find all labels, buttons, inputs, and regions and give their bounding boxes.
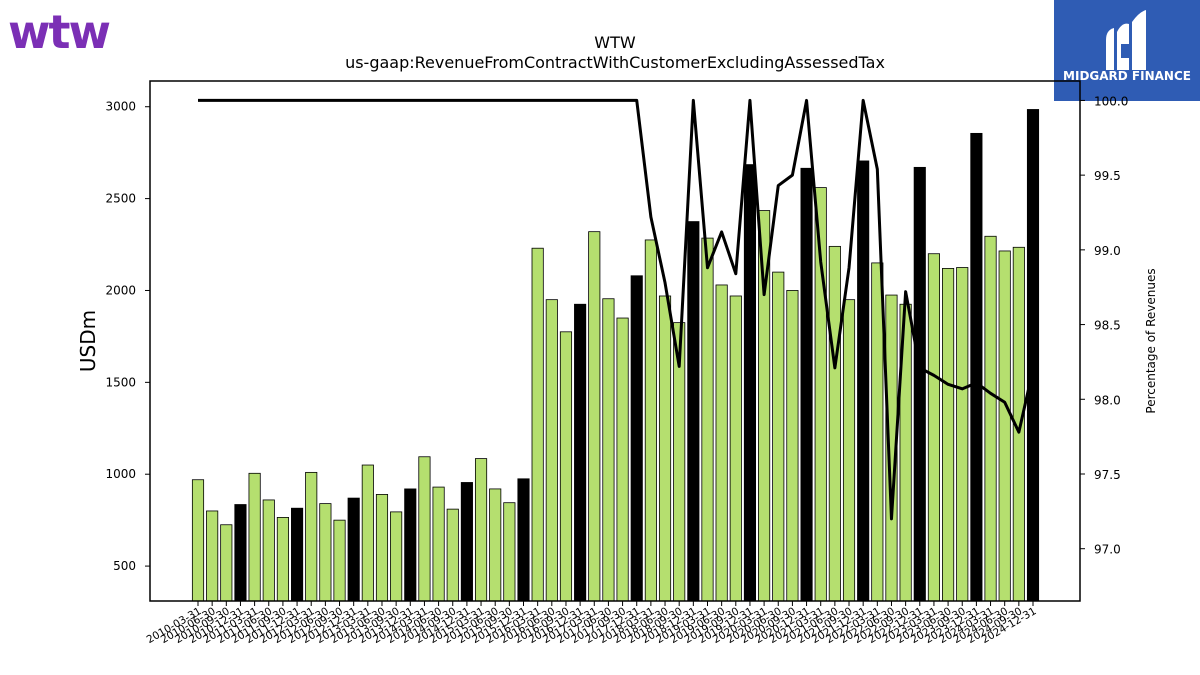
- bar: [871, 262, 884, 602]
- bar: [1026, 109, 1040, 602]
- bar: [446, 508, 459, 602]
- bar: [842, 299, 856, 602]
- bar: [630, 275, 643, 602]
- bar: [234, 504, 247, 602]
- bar: [772, 271, 785, 602]
- bar: [956, 267, 969, 602]
- bar: [658, 295, 672, 602]
- bar: [715, 284, 728, 602]
- bar: [206, 510, 219, 602]
- bar: [276, 517, 289, 602]
- bar: [333, 519, 346, 602]
- bar: [998, 250, 1011, 602]
- bar: [984, 235, 997, 602]
- y2-tick-label: 99.5: [1094, 169, 1121, 183]
- bar: [786, 290, 799, 602]
- bar: [220, 524, 233, 602]
- midgard-finance-text: MIDGARD FINANCE: [1063, 69, 1191, 83]
- chart-title: WTW: [594, 33, 636, 52]
- bar: [503, 502, 516, 602]
- bar-series: [191, 109, 1040, 602]
- y2-tick-label: 98.0: [1094, 393, 1121, 407]
- plot-frame: [149, 80, 1081, 602]
- bar: [531, 247, 544, 602]
- bar: [432, 486, 445, 602]
- bar: [942, 268, 955, 602]
- bar: [248, 472, 261, 602]
- y2-tick-label: 97.0: [1094, 543, 1121, 557]
- y-tick-label: 2500: [105, 192, 136, 206]
- midgard-m-icon: [1106, 10, 1146, 70]
- bar: [574, 303, 587, 602]
- bar: [545, 299, 558, 602]
- midgard-finance-logo: MIDGARD FINANCE: [1054, 0, 1200, 101]
- wtw-logo: wtw: [8, 5, 109, 59]
- y2-tick-label: 98.5: [1094, 319, 1121, 333]
- bar: [701, 237, 714, 602]
- chart-subtitle: us-gaap:RevenueFromContractWithCustomerE…: [345, 53, 885, 72]
- y-tick-label: 1500: [105, 375, 136, 389]
- bar: [828, 245, 841, 602]
- bar: [729, 295, 742, 602]
- bar: [489, 488, 502, 602]
- bar: [375, 494, 389, 602]
- bar: [191, 479, 205, 602]
- y-tick-label: 3000: [105, 100, 136, 114]
- bar: [347, 497, 360, 602]
- y-tick-label: 1000: [105, 467, 136, 481]
- bar: [588, 231, 601, 602]
- bar: [687, 221, 700, 602]
- bar: [291, 507, 304, 602]
- bar: [927, 253, 940, 602]
- axes: 500 1000 1500 2000 2500 3000 97.0 97.5 98.0 98.5 9…: [105, 80, 1128, 646]
- bar: [616, 317, 629, 602]
- bar: [319, 503, 332, 602]
- bar: [390, 511, 403, 602]
- y2-tick-label: 97.5: [1094, 468, 1121, 482]
- y2-axis-label: Percentage of Revenues: [1144, 268, 1158, 413]
- y-tick-label: 500: [113, 559, 136, 573]
- y2-tick-label: 99.0: [1094, 244, 1121, 258]
- bar: [460, 482, 473, 602]
- bar: [857, 160, 870, 602]
- bar: [913, 166, 926, 602]
- bar: [404, 488, 417, 602]
- bar: [262, 499, 275, 602]
- bar: [559, 331, 573, 602]
- bar: [644, 239, 657, 602]
- bar: [602, 298, 615, 602]
- bar: [474, 458, 488, 602]
- y-axis-label: USDm: [76, 310, 100, 372]
- bar: [517, 478, 530, 602]
- bar: [418, 456, 431, 602]
- bar: [970, 132, 983, 602]
- line-series: [198, 98, 1035, 521]
- bar: [305, 471, 318, 602]
- bar: [800, 167, 813, 602]
- y2-tick-label: 100.0: [1094, 94, 1128, 108]
- y-tick-label: 2000: [105, 283, 136, 297]
- bar: [743, 164, 757, 602]
- percentage-line: [198, 98, 1035, 521]
- bar: [361, 464, 374, 602]
